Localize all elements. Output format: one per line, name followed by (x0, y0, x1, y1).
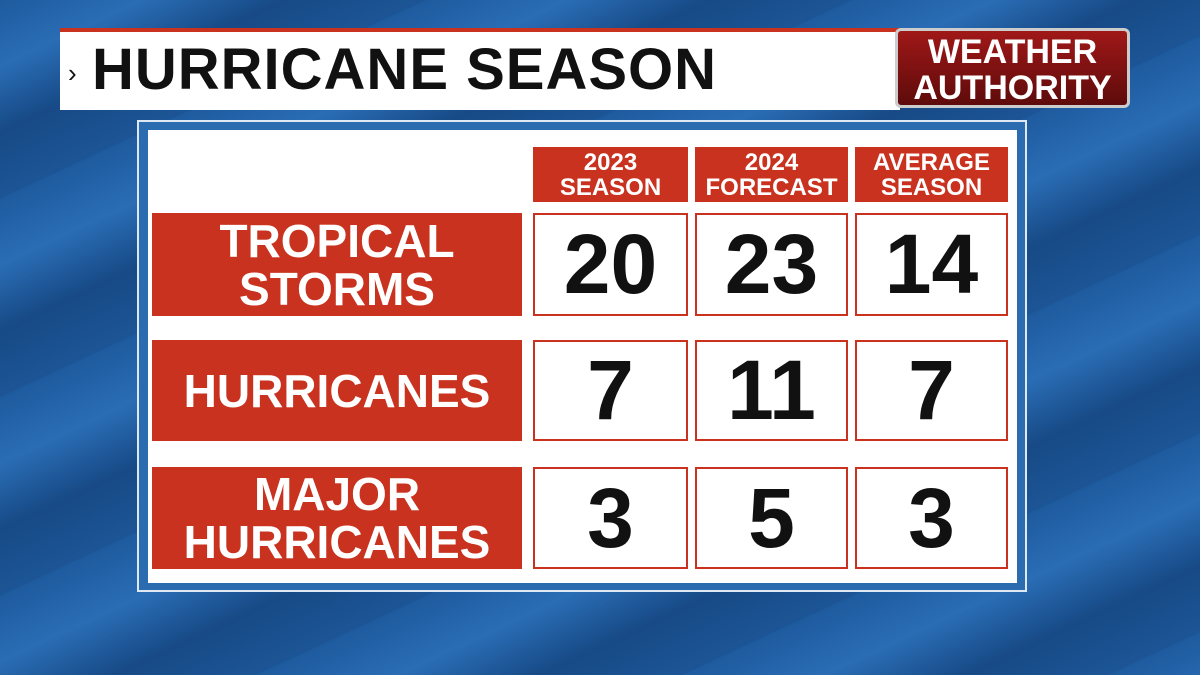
chevron: › (68, 58, 77, 88)
column-header: 2023 SEASON (533, 147, 688, 202)
label-line: HURRICANES (183, 364, 491, 417)
value-cell: 11 (695, 340, 848, 441)
label-line: MAJOR (253, 468, 421, 520)
logo-line: AUTHORITY (913, 69, 1112, 107)
value-cell: 7 (533, 340, 688, 441)
value-cell: 3 (533, 467, 688, 569)
header-bar (60, 28, 900, 110)
row-label: TROPICAL STORMS (152, 213, 522, 316)
header-line: 2023 (583, 148, 638, 176)
header-line: SEASON (559, 173, 662, 201)
header-line: SEASON (880, 173, 983, 201)
logo-line: WEATHER (927, 33, 1098, 71)
label-line: HURRICANES (183, 516, 491, 568)
row-label: HURRICANES (152, 340, 522, 441)
row-label: MAJOR HURRICANES (152, 467, 522, 569)
value-cell: 14 (855, 213, 1008, 316)
column-header: 2024 FORECAST (695, 147, 848, 202)
value-cell: 20 (533, 213, 688, 316)
value-cell: 7 (855, 340, 1008, 441)
label-line: TROPICAL (219, 214, 455, 267)
label-line: STORMS (239, 262, 435, 315)
header-line: FORECAST (705, 173, 838, 201)
value-cell: 23 (695, 213, 848, 316)
header-line: AVERAGE (873, 148, 990, 176)
value-cell: 5 (695, 467, 848, 569)
title: HURRICANE SEASON (92, 37, 718, 102)
logo: WEATHER AUTHORITY (895, 28, 1130, 108)
value-cell: 3 (855, 467, 1008, 569)
column-header: AVERAGE SEASON (855, 147, 1008, 202)
header-line: 2024 (744, 148, 799, 176)
